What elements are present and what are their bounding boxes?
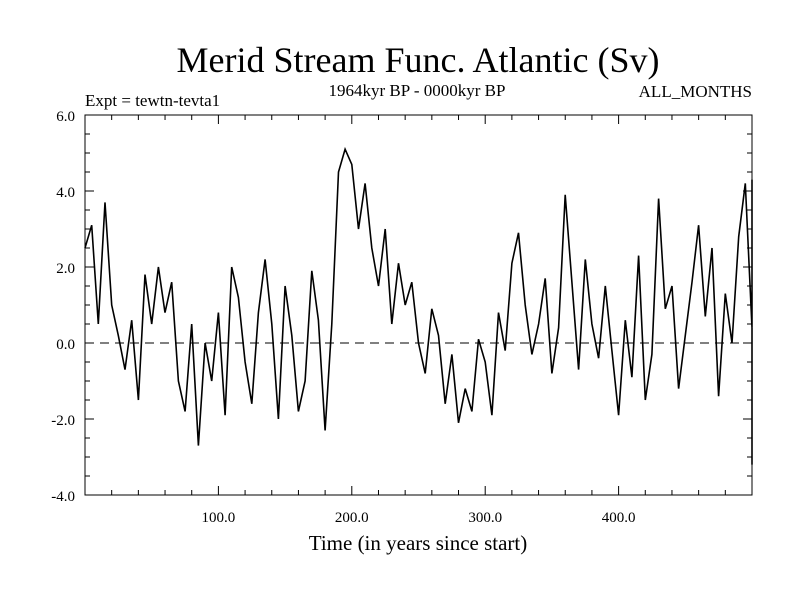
plot-frame [84,114,753,496]
series-line [84,146,753,465]
x-tick-label: 300.0 [468,510,502,526]
x-tick-label: 100.0 [202,510,236,526]
y-tick-label: -4.0 [51,489,75,505]
y-tick-label: 0.0 [56,337,75,353]
chart-subtitle: 1964kyr BP - 0000kyr BP [329,81,506,100]
y-tick-label: 2.0 [56,261,75,277]
x-axis-label: Time (in years since start) [309,531,528,555]
y-tick-label: 4.0 [56,185,75,201]
plot-area: -4.0 -2.0 0.0 2.0 4.0 6.0 100.0 200.0 300.0 400.0 [51,109,753,526]
season-label: ALL_MONTHS [639,82,752,101]
experiment-label: Expt = tewtn-tevta1 [85,91,220,110]
x-tick-label: 200.0 [335,510,369,526]
chart-title: Merid Stream Func. Atlantic (Sv) [177,40,660,80]
y-tick-label: -2.0 [51,413,75,429]
x-tick-label: 400.0 [602,510,636,526]
y-tick-label: 6.0 [56,109,75,125]
